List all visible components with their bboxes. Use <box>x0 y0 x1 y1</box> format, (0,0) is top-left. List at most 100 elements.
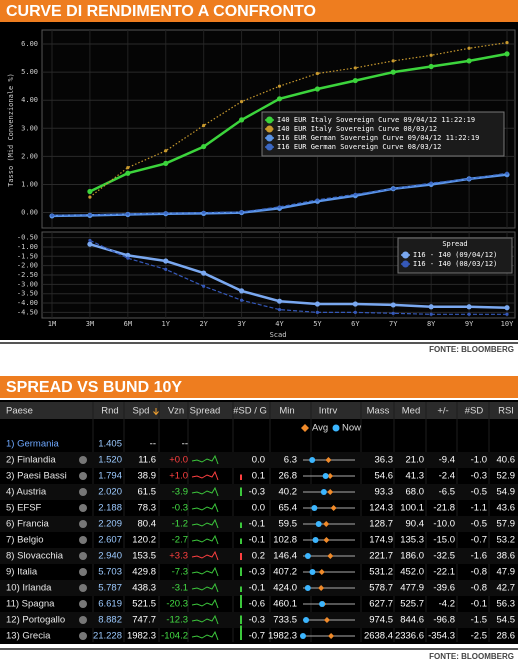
row-band <box>0 612 518 628</box>
cell: 2336.6 <box>395 631 424 642</box>
legend-marker <box>266 134 273 142</box>
column-header: RSI <box>498 406 514 417</box>
cell: 52.9 <box>497 471 516 482</box>
series-line <box>89 52 508 193</box>
column-header: Rnd <box>101 406 118 417</box>
cell: 11.6 <box>138 455 156 466</box>
point <box>88 195 92 199</box>
y-tick-label: -4.50 <box>17 308 38 316</box>
cell: 974.5 <box>369 615 393 626</box>
cell: 2.209 <box>98 519 122 530</box>
x-tick-label: 4Y <box>275 320 284 328</box>
cell: 26.8 <box>279 471 298 482</box>
y-tick-label: -3.50 <box>17 290 38 298</box>
point <box>50 213 54 217</box>
cell: -1.5 <box>471 615 487 626</box>
cell: 424.0 <box>273 583 297 594</box>
legend-marker <box>266 116 273 124</box>
now-marker <box>303 617 310 623</box>
sd-bar <box>240 553 242 560</box>
x-tick-label: 1M <box>48 320 56 328</box>
legend-label: I16 - I40 (08/03/12) <box>413 260 497 268</box>
point <box>277 307 282 312</box>
point <box>88 238 92 243</box>
cell: 733.5 <box>273 615 297 626</box>
sparkline <box>191 566 219 577</box>
cell: 146.4 <box>273 551 297 562</box>
now-marker <box>315 521 322 527</box>
row-icon <box>79 456 87 464</box>
point <box>163 160 169 167</box>
point <box>390 302 396 308</box>
cell: 6.3 <box>284 455 297 466</box>
row-band <box>0 580 518 596</box>
sparkline <box>191 534 219 545</box>
cell: +3.3 <box>169 551 188 562</box>
avg-icon <box>301 424 309 432</box>
point <box>505 41 509 45</box>
point <box>467 46 471 50</box>
cell: 2.188 <box>98 503 122 514</box>
now-marker <box>304 553 311 559</box>
point <box>505 171 509 175</box>
sd-bar <box>240 567 242 576</box>
avg-marker <box>318 585 325 591</box>
row-label: 9) Italia <box>6 567 38 578</box>
row-band <box>0 548 518 564</box>
cell: 407.2 <box>273 567 297 578</box>
cell: 0.0 <box>252 455 265 466</box>
cell: -39.6 <box>433 583 455 594</box>
point <box>391 187 395 191</box>
cell: 1.794 <box>98 471 122 482</box>
column-header: Med <box>402 406 420 417</box>
cell: 477.9 <box>400 583 424 594</box>
legend-marker <box>402 251 409 259</box>
row-icon <box>79 520 87 528</box>
point <box>466 58 472 64</box>
cell: -22.1 <box>433 567 455 578</box>
cell: 38.6 <box>497 551 516 562</box>
cell: 90.4 <box>406 519 425 530</box>
point <box>201 270 207 276</box>
point <box>125 252 131 258</box>
row-label: 6) Francia <box>6 519 49 530</box>
point <box>202 123 206 128</box>
point <box>276 298 283 304</box>
cell: 578.7 <box>369 583 393 594</box>
cell: 21.228 <box>93 631 122 642</box>
column-header: Vzn <box>168 406 184 417</box>
cell: -0.1 <box>249 519 265 530</box>
column-header: Spd <box>133 406 150 417</box>
cell: 38.9 <box>138 471 157 482</box>
cell: -20.3 <box>166 599 188 610</box>
column-header: #SD <box>465 406 484 417</box>
cell: -2.7 <box>172 535 188 546</box>
legend-label: I16 EUR German Sovereign Curve 09/04/12 … <box>277 134 479 142</box>
legend-marker <box>266 125 273 133</box>
cell: 40.6 <box>497 455 516 466</box>
cell: -0.6 <box>249 599 265 610</box>
row-label: 2) Finlandia <box>6 455 56 466</box>
cell: -- <box>150 439 156 450</box>
cell: -0.3 <box>249 487 265 498</box>
cell: 68.0 <box>406 487 425 498</box>
cell: -0.1 <box>249 583 265 594</box>
cell: 54.9 <box>497 487 516 498</box>
x-tick-label: 6M <box>124 320 132 328</box>
point <box>164 149 168 153</box>
avg-marker <box>318 569 325 575</box>
cell: -21.8 <box>433 503 455 514</box>
y-tick-label: 3.00 <box>21 124 38 132</box>
series-line <box>89 42 508 198</box>
cell: -354.3 <box>428 631 455 642</box>
point <box>277 205 282 209</box>
cell: 1982.3 <box>268 631 297 642</box>
now-marker <box>320 489 327 495</box>
cell: 429.8 <box>132 567 156 578</box>
point <box>315 198 320 202</box>
cell: 521.5 <box>132 599 156 610</box>
cell: 65.4 <box>279 503 298 514</box>
point <box>391 311 395 315</box>
legend-label: I16 - I40 (09/04/12) <box>413 251 497 259</box>
row-band <box>0 516 518 532</box>
